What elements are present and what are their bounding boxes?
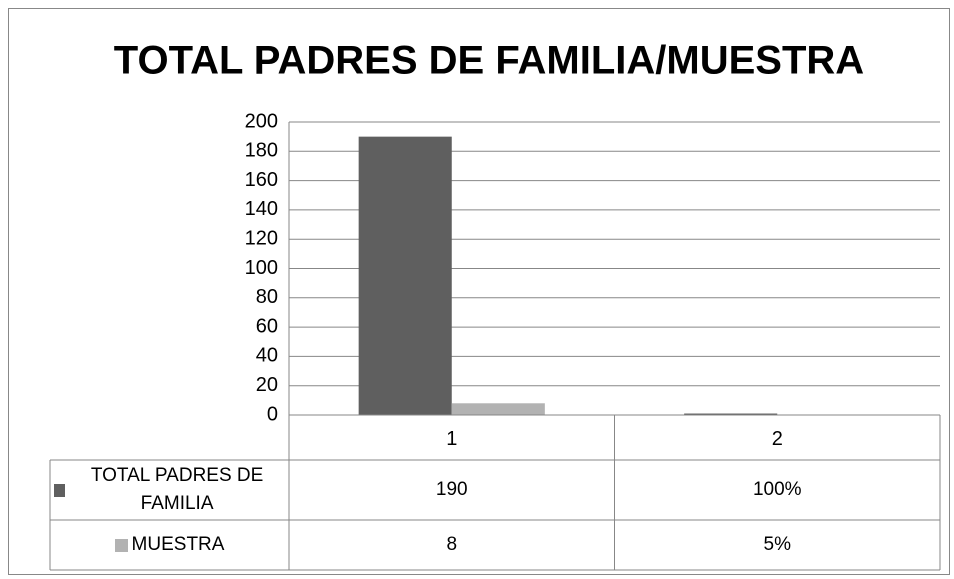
x-tick-label: 2 — [772, 428, 783, 450]
legend-key — [54, 483, 66, 497]
table-value-cell: 100% — [615, 460, 941, 520]
legend-entry-cell: MUESTRA — [54, 520, 285, 570]
x-tick-label: 1 — [446, 428, 457, 450]
y-tick-label: 120 — [245, 227, 278, 249]
y-tick-label: 160 — [245, 169, 278, 191]
legend-entry-text: MUESTRA — [131, 534, 225, 556]
y-tick-label: 20 — [256, 374, 278, 396]
table-value: 8 — [289, 520, 615, 570]
legend-key — [114, 538, 128, 552]
y-tick-label: 140 — [245, 198, 278, 220]
y-tick-label: 180 — [245, 140, 278, 162]
bar — [684, 413, 778, 415]
table-value-text: 100% — [752, 479, 802, 501]
bar — [451, 403, 545, 415]
chart-title: TOTAL PADRES DE FAMILIA/MUESTRA — [114, 39, 864, 83]
legend-entry-cell: TOTAL PADRES DE FAMILIA — [54, 460, 285, 520]
legend-entry-text: TOTAL PADRES DE FAMILIA — [90, 465, 264, 514]
y-tick-label: 100 — [245, 257, 278, 279]
table-value-text: 8 — [446, 534, 458, 556]
y-tick-label: 80 — [256, 286, 278, 308]
table-value: 5% — [615, 520, 941, 570]
table-value-text: 5% — [763, 534, 791, 556]
chart-border — [8, 8, 950, 575]
table-value-text: 190 — [435, 479, 468, 501]
table-value: 100% — [615, 460, 941, 520]
y-tick-label: 0 — [267, 403, 278, 425]
legend-entry: MUESTRA — [54, 520, 285, 570]
table-value: 190 — [289, 460, 615, 520]
y-tick-label: 200 — [245, 110, 278, 132]
table-value-cell: 190 — [289, 460, 615, 520]
legend-entry: TOTAL PADRES DE FAMILIA — [54, 460, 285, 520]
bar — [358, 136, 452, 415]
table-value-cell: 8 — [289, 520, 615, 570]
y-tick-label: 60 — [256, 315, 278, 337]
y-tick-label: 40 — [256, 345, 278, 367]
table-value-cell: 5% — [615, 520, 941, 570]
